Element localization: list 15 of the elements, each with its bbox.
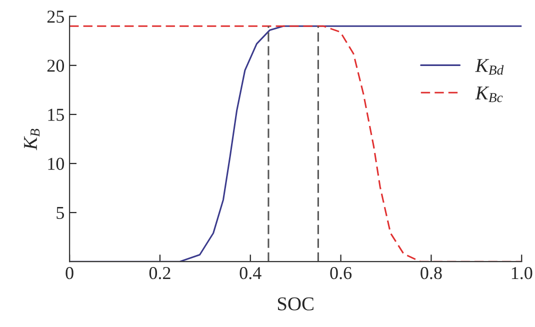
y-tick-label: 10 [48,158,64,170]
x-tick-label: 0.8 [420,266,442,280]
x-tick-label: 1.0 [512,266,532,280]
y-axis-title: K$_{B}$ [24,128,40,150]
y-tick-label: 5 [56,206,64,219]
y-tick-label: 20 [47,60,64,72]
x-tick-label: 0 [66,266,74,280]
x-tick-label: 0.6 [330,266,352,280]
legend-label: K$_{Bd}$ [475,59,504,75]
x-tick-label: 0.4 [240,266,262,280]
x-axis-title: SOC [278,297,314,310]
legend-label: K$_{Bc}$ [475,86,503,102]
y-tick-label: 25 [47,10,64,23]
x-tick-label: 0.2 [149,266,170,280]
y-tick-label: 15 [48,108,64,121]
